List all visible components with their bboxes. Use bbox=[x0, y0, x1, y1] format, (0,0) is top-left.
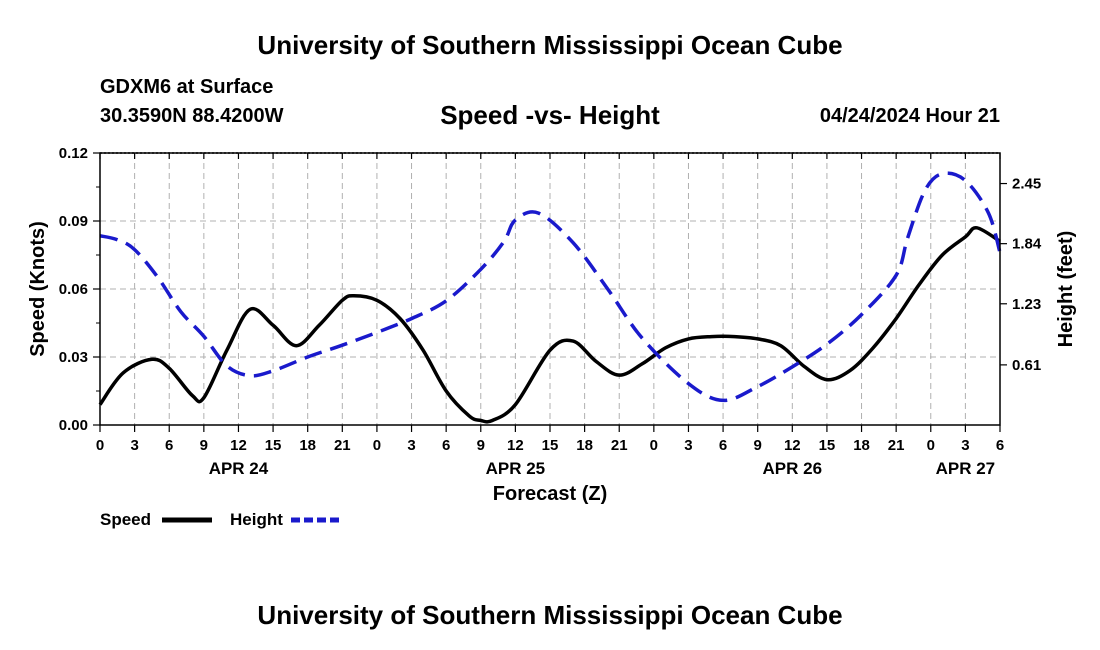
y-tick-label: 0.03 bbox=[59, 349, 88, 366]
day-label: APR 24 bbox=[209, 459, 269, 478]
footer-title: University of Southern Mississippi Ocean… bbox=[257, 600, 843, 630]
x-tick-label: 12 bbox=[507, 437, 524, 454]
day-label: APR 26 bbox=[763, 459, 823, 478]
day-label: APR 25 bbox=[486, 459, 546, 478]
x-tick-label: 15 bbox=[542, 437, 559, 454]
x-tick-label: 18 bbox=[299, 437, 316, 454]
x-tick-label: 18 bbox=[576, 437, 593, 454]
station-label: GDXM6 at Surface bbox=[100, 76, 274, 98]
x-tick-label: 12 bbox=[230, 437, 247, 454]
x-tick-label: 15 bbox=[265, 437, 282, 454]
y-tick-label: 0.00 bbox=[59, 417, 88, 434]
y2-axis-title: Height (feet) bbox=[1055, 231, 1077, 348]
y2-tick-label: 1.23 bbox=[1012, 296, 1041, 313]
x-tick-label: 0 bbox=[927, 437, 935, 454]
forecast-datetime: 04/24/2024 Hour 21 bbox=[819, 105, 1000, 127]
x-tick-label: 0 bbox=[650, 437, 658, 454]
x-tick-label: 9 bbox=[200, 437, 208, 454]
x-tick-label: 9 bbox=[754, 437, 762, 454]
y-tick-label: 0.06 bbox=[59, 281, 88, 298]
main-title: University of Southern Mississippi Ocean… bbox=[257, 30, 843, 60]
y-tick-label: 0.12 bbox=[59, 145, 88, 162]
y-tick-label: 0.09 bbox=[59, 213, 88, 230]
legend: Speed Height bbox=[100, 510, 343, 529]
x-tick-label: 6 bbox=[719, 437, 727, 454]
axis-ticks bbox=[93, 152, 1007, 432]
x-tick-label: 3 bbox=[407, 437, 415, 454]
x-tick-label: 21 bbox=[334, 437, 351, 454]
series-layer bbox=[98, 171, 1002, 424]
x-tick-label: 6 bbox=[996, 437, 1004, 454]
x-tick-label: 9 bbox=[477, 437, 485, 454]
chart-title: Speed -vs- Height bbox=[440, 100, 660, 130]
x-tick-label: 3 bbox=[961, 437, 969, 454]
x-tick-label: 12 bbox=[784, 437, 801, 454]
x-tick-label: 21 bbox=[611, 437, 628, 454]
x-axis-title: Forecast (Z) bbox=[493, 483, 607, 505]
x-tick-label: 0 bbox=[373, 437, 381, 454]
y2-tick-label: 1.84 bbox=[1012, 236, 1042, 253]
x-tick-label: 21 bbox=[888, 437, 905, 454]
series-line-speed bbox=[98, 226, 1001, 424]
y-axis-title: Speed (Knots) bbox=[27, 221, 49, 357]
legend-speed-label: Speed bbox=[100, 510, 151, 529]
axis-labels: 0 3 6 9 12 15 18 21 0 3 6 9 12 15 18 21 0 3 6 9 12 15 18 21 0 3 6 0… bbox=[59, 145, 1042, 478]
y2-tick-label: 2.45 bbox=[1012, 176, 1041, 193]
y2-tick-label: 0.61 bbox=[1012, 357, 1041, 374]
legend-height-label: Height bbox=[230, 510, 283, 529]
x-tick-label: 0 bbox=[96, 437, 104, 454]
x-tick-label: 3 bbox=[684, 437, 692, 454]
x-tick-label: 6 bbox=[442, 437, 450, 454]
x-tick-label: 6 bbox=[165, 437, 173, 454]
coordinates-label: 30.3590N 88.4200W bbox=[100, 105, 284, 127]
series-line-height bbox=[99, 171, 1002, 403]
x-tick-label: 3 bbox=[130, 437, 138, 454]
x-tick-label: 15 bbox=[819, 437, 836, 454]
x-tick-label: 18 bbox=[853, 437, 870, 454]
speed-height-chart: 0 3 6 9 12 15 18 21 0 3 6 9 12 15 18 21 0 3 6 9 12 15 18 21 0 3 6 0… bbox=[27, 145, 1077, 529]
grid-lines bbox=[100, 153, 1000, 425]
day-label: APR 27 bbox=[936, 459, 996, 478]
